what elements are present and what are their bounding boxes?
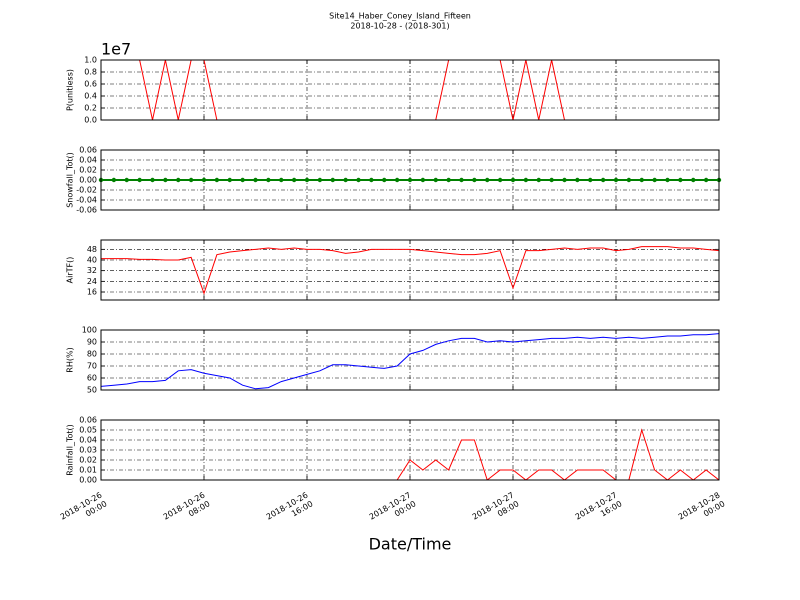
- data-point: [317, 177, 323, 183]
- y-tick-label: -0.06: [76, 206, 97, 215]
- data-point: [665, 177, 670, 183]
- data-point: [459, 177, 464, 183]
- y-axis-label: P(unitless): [66, 69, 75, 111]
- x-axis-label: Date/Time: [369, 535, 452, 554]
- y-tick-label: 0.06: [79, 416, 97, 425]
- data-point: [266, 177, 271, 183]
- data-point: [626, 177, 632, 183]
- data-point: [497, 177, 503, 183]
- y-tick-label: 0.02: [79, 166, 97, 175]
- y-tick-label: 90: [87, 338, 97, 347]
- y-tick-label: 48: [87, 245, 97, 254]
- data-point: [652, 177, 657, 183]
- data-line: [101, 333, 719, 390]
- data-point: [330, 177, 335, 183]
- y-tick-label: 80: [87, 350, 97, 359]
- y-tick-label: 0.05: [79, 426, 97, 435]
- y-tick-label: 0.4: [84, 92, 97, 101]
- data-point: [394, 177, 400, 183]
- y-tick-label: 0.02: [79, 456, 97, 465]
- y-tick-label: 1.0: [84, 56, 97, 65]
- axes-frame: [100, 239, 720, 301]
- data-point: [201, 177, 207, 183]
- data-point: [485, 177, 490, 183]
- y-tick-label: 0.06: [79, 146, 97, 155]
- y-tick-label: -0.04: [76, 196, 97, 205]
- data-point: [639, 177, 644, 183]
- y-tick-label: 60: [87, 374, 97, 383]
- data-point: [240, 177, 245, 183]
- data-point: [600, 177, 606, 183]
- data-point: [575, 177, 580, 183]
- y-tick-label: 0.04: [79, 156, 97, 165]
- data-point: [163, 177, 168, 183]
- chart-title: Site14_Haber_Coney_Island_Fifteen: [329, 12, 471, 21]
- data-point: [691, 177, 696, 183]
- y-tick-label: 40: [87, 256, 97, 265]
- y-axis-label: AirTF(): [66, 257, 75, 284]
- data-point: [420, 177, 426, 183]
- axes-frame: [100, 59, 720, 121]
- data-point: [279, 177, 284, 183]
- data-point: [304, 177, 310, 183]
- data-line: [101, 246, 719, 295]
- y-axis-label: RH(%): [66, 347, 75, 372]
- data-point: [446, 177, 451, 183]
- y-tick-label: 0.8: [84, 68, 97, 77]
- y-tick-label: 16: [87, 288, 97, 297]
- data-line: [101, 428, 719, 480]
- data-point: [111, 177, 117, 183]
- data-point: [433, 177, 438, 183]
- axes-frame: [100, 329, 720, 391]
- data-point: [356, 177, 361, 183]
- data-point: [549, 177, 554, 183]
- y-tick-label: 32: [87, 266, 97, 275]
- data-point: [536, 177, 541, 183]
- data-point: [382, 177, 387, 183]
- y-tick-label: 0.6: [84, 80, 97, 89]
- y-tick-label: 0.00: [79, 476, 97, 485]
- axes-frame: [100, 419, 720, 481]
- data-point: [291, 177, 297, 183]
- y-tick-label: 50: [87, 386, 97, 395]
- y-tick-label: 70: [87, 362, 97, 371]
- chart-subtitle: 2018-10-28 - (2018-301): [350, 22, 449, 31]
- y-tick-label: 0.2: [84, 104, 97, 113]
- data-point: [137, 177, 142, 183]
- data-point: [343, 177, 348, 183]
- data-point: [703, 177, 709, 183]
- offset-label: 1e7: [101, 40, 131, 59]
- y-tick-label: 0.01: [79, 466, 97, 475]
- y-tick-label: 0.00: [79, 176, 97, 185]
- y-tick-label: -0.02: [76, 186, 97, 195]
- data-point: [369, 177, 374, 183]
- data-point: [562, 177, 567, 183]
- data-point: [214, 177, 220, 183]
- data-point: [472, 177, 477, 183]
- data-point: [150, 177, 155, 183]
- y-axis-label: Rainfall_Tot(): [66, 424, 75, 476]
- y-tick-label: 0.03: [79, 446, 97, 455]
- y-tick-label: 24: [87, 277, 97, 286]
- data-point: [188, 177, 194, 183]
- data-point: [124, 177, 129, 183]
- y-axis-label: Snowfall_Tot(): [66, 152, 75, 208]
- data-point: [588, 177, 593, 183]
- data-point: [253, 177, 258, 183]
- data-point: [613, 177, 619, 183]
- axes-frame: [100, 149, 720, 211]
- data-point: [523, 177, 529, 183]
- data-point: [510, 177, 516, 183]
- y-tick-label: 0.0: [84, 116, 97, 125]
- data-point: [407, 177, 413, 183]
- y-tick-label: 0.04: [79, 436, 97, 445]
- data-point: [176, 177, 181, 183]
- data-point: [227, 177, 232, 183]
- y-tick-label: 100: [82, 326, 97, 335]
- data-point: [678, 177, 683, 183]
